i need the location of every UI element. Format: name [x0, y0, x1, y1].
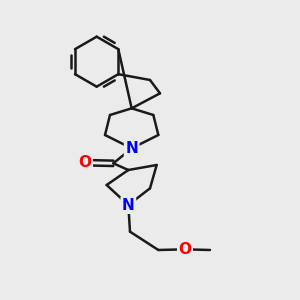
Text: N: N — [125, 141, 138, 156]
Text: O: O — [79, 155, 92, 170]
Text: N: N — [122, 197, 135, 212]
Text: O: O — [178, 242, 191, 257]
